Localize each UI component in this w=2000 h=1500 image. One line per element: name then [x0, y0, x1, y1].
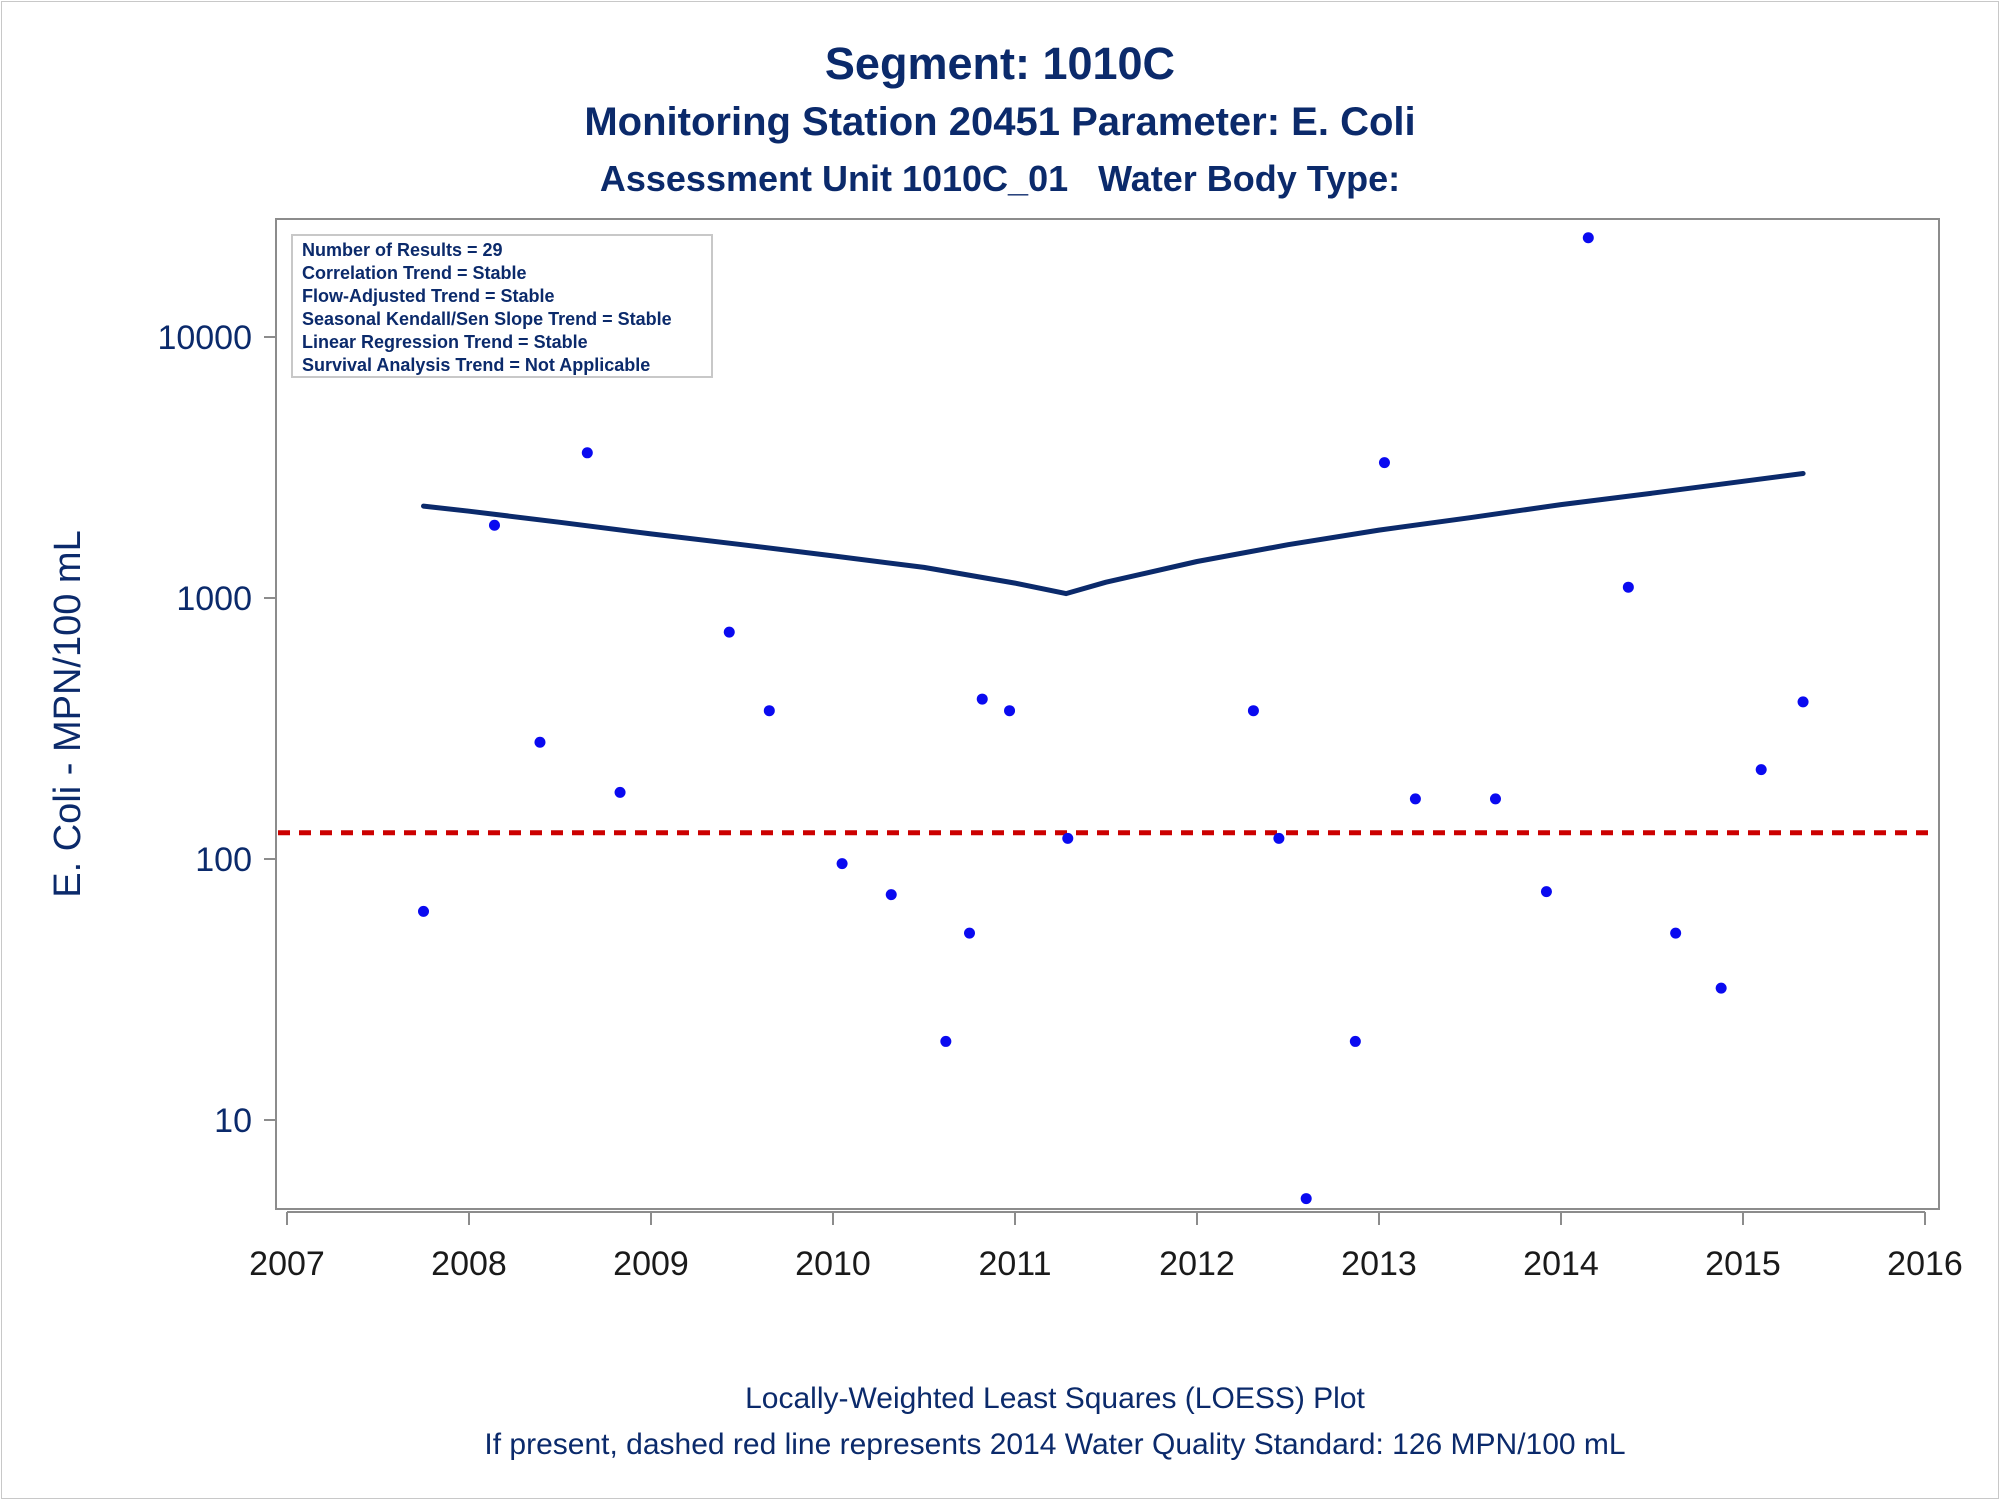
trend-summary-line: Number of Results = 29: [302, 240, 503, 260]
loess-curve: [421, 471, 1806, 597]
x-tick-label: 2014: [1523, 1245, 1599, 1283]
chart-subtitle-station: Monitoring Station 20451 Parameter: E. C…: [584, 100, 1416, 144]
y-tick-label: 10000: [157, 319, 252, 357]
data-point: [1349, 1035, 1361, 1047]
trend-summary-box: Number of Results = 29 Correlation Trend …: [291, 234, 713, 378]
x-tick-label: 2007: [249, 1245, 325, 1283]
x-tick-label: 2011: [978, 1245, 1051, 1283]
data-point: [885, 889, 897, 901]
data-point: [1273, 832, 1285, 844]
data-point: [964, 927, 975, 939]
data-point: [723, 626, 735, 638]
data-point: [1489, 793, 1501, 805]
y-axis: 10 100 1000 10000: [157, 319, 276, 1140]
y-tick-label: 10: [214, 1102, 252, 1140]
data-point: [1004, 705, 1016, 717]
trend-summary-line: Flow-Adjusted Trend = Stable: [302, 286, 555, 306]
data-point: [534, 736, 546, 748]
data-point: [1062, 832, 1074, 844]
x-tick-label: 2016: [1887, 1245, 1963, 1283]
x-tick-label: 2009: [613, 1245, 689, 1283]
y-tick-label: 100: [195, 841, 252, 879]
data-point: [488, 519, 500, 531]
y-tick-label: 1000: [176, 580, 252, 618]
data-point: [1540, 886, 1552, 898]
data-point: [1715, 982, 1727, 994]
data-point: [1409, 793, 1421, 805]
trend-summary-border: [291, 234, 713, 378]
data-point: [763, 705, 775, 717]
data-point: [1755, 764, 1767, 776]
loess-layer: [421, 471, 1806, 597]
data-point: [940, 1035, 952, 1047]
trend-summary-line: Linear Regression Trend = Stable: [302, 332, 588, 352]
x-tick-label: 2013: [1341, 1245, 1417, 1283]
trend-summary-line: Correlation Trend = Stable: [302, 263, 527, 283]
data-point: [581, 447, 593, 459]
points-layer: [418, 232, 1809, 1205]
x-axis: 2007 2008 2009 2010 2011 2012 2013 2014 2015 2016: [249, 1211, 1963, 1283]
data-point: [1670, 927, 1682, 939]
chart-subtitle-assessment: Assessment Unit 1010C_01 Water Body Type…: [599, 158, 1401, 199]
x-tick-label: 2015: [1705, 1245, 1781, 1283]
data-point: [1247, 705, 1259, 717]
data-point: [1378, 457, 1390, 469]
y-axis-label: E. Coli - MPN/100 mL: [47, 530, 89, 897]
footer-method-note: Locally-Weighted Least Squares (LOESS) P…: [745, 1382, 1365, 1415]
plot-area: [275, 218, 1940, 1210]
x-tick-label: 2010: [795, 1245, 871, 1283]
data-point: [1622, 581, 1634, 593]
data-point: [1797, 696, 1809, 708]
data-point: [1582, 232, 1594, 244]
data-point: [836, 858, 848, 870]
data-point: [614, 786, 626, 798]
data-point: [1300, 1193, 1312, 1205]
x-tick-label: 2012: [1159, 1245, 1235, 1283]
x-tick-label: 2008: [431, 1245, 507, 1283]
footer-standard-note: If present, dashed red line represents 2…: [484, 1428, 1626, 1461]
trend-summary-line: Seasonal Kendall/Sen Slope Trend = Stabl…: [302, 309, 672, 329]
chart-title: Segment: 1010C: [824, 38, 1176, 89]
data-point: [976, 693, 988, 705]
trend-summary-line: Survival Analysis Trend = Not Applicable: [302, 355, 650, 375]
data-point: [418, 905, 429, 917]
